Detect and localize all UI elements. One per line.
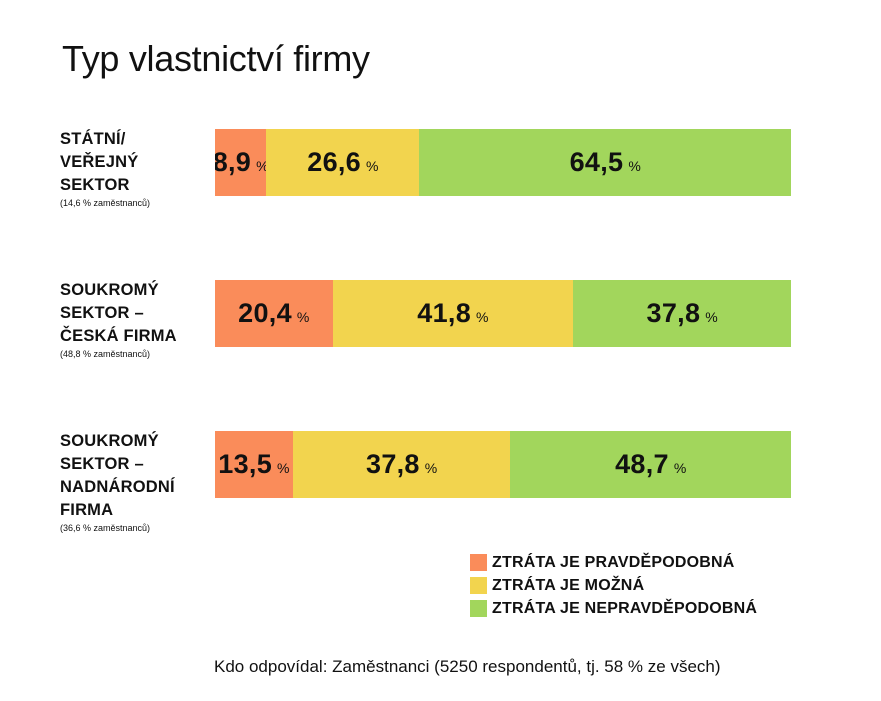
data-label: 8,9 bbox=[215, 147, 252, 177]
legend-swatch bbox=[470, 600, 487, 617]
legend-item: ZTRÁTA JE MOŽNÁ bbox=[470, 574, 757, 597]
bar-segment: 26,6% bbox=[266, 129, 420, 196]
data-label-unit: % bbox=[256, 158, 266, 174]
category-note: (14,6 % zaměstnanců) bbox=[60, 198, 151, 208]
data-label-unit: % bbox=[296, 308, 310, 325]
data-label: 64,5 bbox=[569, 147, 624, 177]
bar-row: 13,5% 37,8% 48,7% bbox=[215, 431, 791, 498]
bar-segment: 20,4% bbox=[215, 280, 333, 347]
data-label: 37,8 bbox=[366, 449, 420, 479]
data-label-unit: % bbox=[277, 459, 290, 476]
data-label-unit: % bbox=[705, 308, 718, 325]
category-note: (36,6 % zaměstnanců) bbox=[60, 523, 151, 533]
legend-swatch bbox=[470, 554, 487, 571]
legend-label: ZTRÁTA JE MOŽNÁ bbox=[492, 576, 645, 594]
legend-item: ZTRÁTA JE PRAVDĚPODOBNÁ bbox=[470, 551, 757, 574]
category-label: STÁTNÍ/ VEŘEJNÝ SEKTOR (14,6 % zaměstnanc… bbox=[60, 128, 210, 209]
data-label-unit: % bbox=[366, 157, 379, 174]
data-label-unit: % bbox=[424, 459, 438, 476]
legend-label: ZTRÁTA JE PRAVDĚPODOBNÁ bbox=[492, 553, 735, 571]
bar-segment: 37,8% bbox=[573, 280, 791, 347]
chart-title: Typ vlastnictví firmy bbox=[62, 38, 370, 79]
data-label: 13,5 bbox=[218, 449, 273, 479]
bar-segment: 48,7% bbox=[510, 431, 791, 498]
data-label: 26,6 bbox=[307, 147, 361, 177]
data-label: 20,4 bbox=[238, 298, 292, 328]
chart-legend: ZTRÁTA JE PRAVDĚPODOBNÁ ZTRÁTA JE MOŽNÁ ZT… bbox=[470, 551, 757, 620]
bar-segment: 13,5% bbox=[215, 431, 293, 498]
category-note: (48,8 % zaměstnanců) bbox=[60, 349, 151, 359]
data-label: 37,8 bbox=[646, 298, 701, 328]
source-note: Kdo odpovídal: Zaměstnanci (5250 respond… bbox=[214, 657, 721, 676]
data-label-unit: % bbox=[628, 157, 641, 174]
legend-swatch bbox=[470, 577, 487, 594]
bar-segment: 64,5% bbox=[419, 129, 791, 196]
category-label: SOUKROMÝ SEKTOR – NADNÁRODNÍ FIRMA (36,6 … bbox=[60, 430, 210, 534]
bar-segment: 37,8% bbox=[292, 431, 511, 498]
bar-row: 20,4% 41,8% 37,8% bbox=[215, 280, 791, 347]
data-label: 48,7 bbox=[615, 449, 669, 479]
data-label: 41,8 bbox=[417, 298, 472, 328]
legend-item: ZTRÁTA JE NEPRAVDĚPODOBNÁ bbox=[470, 597, 757, 620]
category-name: SOUKROMÝ SEKTOR – NADNÁRODNÍ FIRMA bbox=[60, 432, 175, 519]
category-label: SOUKROMÝ SEKTOR – ČESKÁ FIRMA (48,8 % zam… bbox=[60, 279, 210, 360]
bar-row: 8,9%26,6%64,5% bbox=[215, 129, 791, 196]
data-label-unit: % bbox=[476, 308, 489, 325]
category-name: STÁTNÍ/ VEŘEJNÝ SEKTOR bbox=[60, 130, 139, 194]
legend-label: ZTRÁTA JE NEPRAVDĚPODOBNÁ bbox=[492, 599, 758, 617]
category-name: SOUKROMÝ SEKTOR – ČESKÁ FIRMA bbox=[60, 281, 177, 345]
data-label-unit: % bbox=[673, 459, 687, 476]
bar-segment: 8,9% bbox=[215, 129, 267, 196]
bar-segment: 41,8% bbox=[332, 280, 574, 347]
